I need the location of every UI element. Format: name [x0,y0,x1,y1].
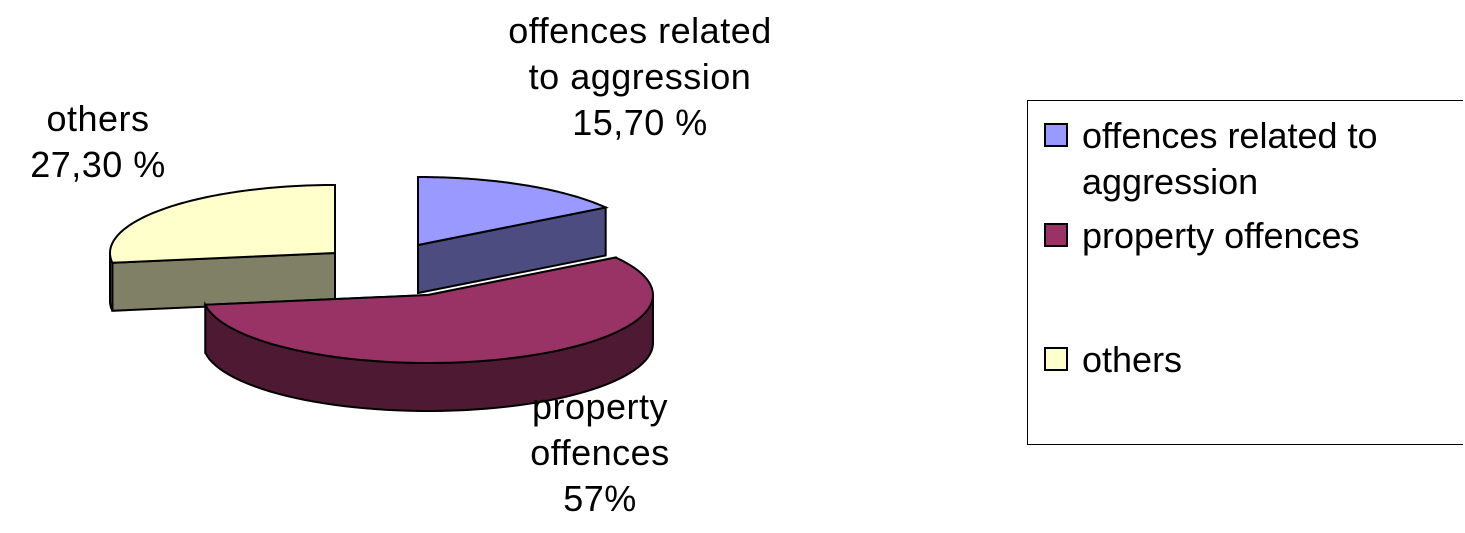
slice-label-others: others 27,30 % [30,98,166,185]
pie-slice-property [203,256,655,412]
legend-item-others: others [1044,337,1462,383]
legend-swatch-others [1044,347,1068,371]
pie-slice-others [108,183,336,312]
legend-label-others: others [1082,339,1183,380]
legend-swatch-property [1044,223,1068,247]
slice-label-property: property offences 57% [530,386,670,519]
legend-label-aggression: offences related to aggression [1082,115,1378,202]
pie-slice-top-property [203,256,655,365]
legend-item-aggression: offences related to aggression [1044,113,1462,205]
pie-slice-top-others [108,183,336,264]
legend-swatch-aggression [1044,123,1068,147]
slice-label-aggression: offences related to aggression 15,70 % [508,10,772,143]
pie-slice-aggression [417,175,609,295]
legend-item-property: property offences [1044,213,1462,259]
legend-label-property: property offences [1082,215,1360,256]
chart-legend: offences related to aggression property … [1027,100,1463,445]
pie-slice-top-aggression [417,175,609,247]
